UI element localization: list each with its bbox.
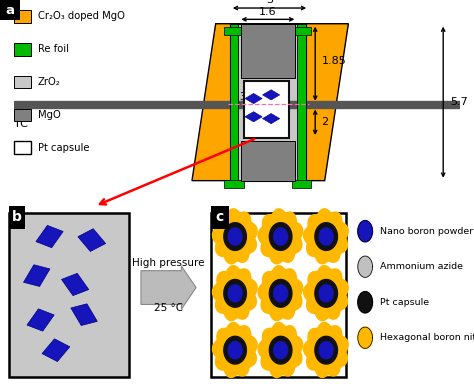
- Bar: [224, 27, 244, 35]
- Text: 1.85: 1.85: [321, 56, 346, 66]
- Bar: [230, 24, 306, 181]
- Text: Nano boron powder: Nano boron powder: [380, 227, 473, 236]
- Bar: [241, 141, 295, 181]
- Polygon shape: [245, 93, 262, 104]
- Text: Hexagonal boron nitride: Hexagonal boron nitride: [380, 333, 474, 342]
- Text: a: a: [6, 4, 14, 17]
- FancyArrow shape: [141, 266, 196, 309]
- Polygon shape: [303, 209, 348, 264]
- Text: Re foil: Re foil: [38, 44, 69, 54]
- Polygon shape: [319, 342, 333, 359]
- Polygon shape: [224, 336, 246, 364]
- Text: 3: 3: [266, 0, 273, 5]
- Text: 5.7: 5.7: [450, 97, 468, 107]
- Polygon shape: [224, 223, 246, 251]
- Polygon shape: [263, 90, 280, 100]
- Polygon shape: [263, 113, 280, 124]
- Text: Ammonium azide: Ammonium azide: [380, 262, 463, 271]
- Text: c: c: [216, 210, 224, 224]
- Polygon shape: [224, 279, 246, 307]
- Polygon shape: [273, 228, 288, 245]
- Polygon shape: [36, 225, 63, 248]
- Polygon shape: [273, 285, 288, 302]
- Bar: [14, 141, 31, 154]
- Bar: [292, 180, 311, 188]
- Polygon shape: [192, 24, 348, 181]
- Polygon shape: [315, 223, 337, 251]
- Bar: [210, 207, 229, 229]
- Polygon shape: [258, 266, 302, 321]
- Polygon shape: [303, 266, 348, 321]
- Text: 2: 2: [321, 117, 328, 127]
- Polygon shape: [71, 304, 97, 325]
- Text: 0.35: 0.35: [230, 92, 253, 102]
- Polygon shape: [315, 279, 337, 307]
- Bar: [14, 76, 31, 88]
- Polygon shape: [303, 322, 348, 378]
- Text: Pt capsule: Pt capsule: [38, 143, 90, 153]
- Bar: [224, 180, 244, 188]
- Polygon shape: [228, 285, 242, 302]
- Polygon shape: [358, 327, 373, 349]
- Polygon shape: [269, 223, 292, 251]
- Polygon shape: [269, 336, 292, 364]
- Polygon shape: [78, 229, 106, 251]
- Polygon shape: [273, 342, 288, 359]
- Bar: [244, 81, 289, 138]
- Bar: [14, 108, 31, 121]
- Bar: [9, 207, 25, 229]
- Polygon shape: [24, 265, 50, 286]
- Polygon shape: [212, 266, 257, 321]
- Text: Pt capsule: Pt capsule: [380, 298, 429, 307]
- Polygon shape: [27, 309, 54, 331]
- Text: b: b: [12, 210, 22, 224]
- Polygon shape: [245, 112, 262, 122]
- Polygon shape: [212, 209, 257, 264]
- Polygon shape: [319, 228, 333, 245]
- Bar: [14, 43, 31, 56]
- Bar: [14, 10, 31, 23]
- Bar: [230, 24, 238, 181]
- Polygon shape: [269, 279, 292, 307]
- Text: High pressure: High pressure: [132, 258, 204, 268]
- Text: 1.6: 1.6: [259, 7, 277, 17]
- Text: 25 °C: 25 °C: [154, 303, 182, 313]
- Text: TC: TC: [14, 119, 28, 129]
- Bar: [292, 27, 311, 35]
- Polygon shape: [228, 342, 242, 359]
- Bar: [297, 24, 306, 181]
- Polygon shape: [62, 273, 89, 296]
- Polygon shape: [319, 285, 333, 302]
- Polygon shape: [258, 209, 302, 264]
- Polygon shape: [228, 228, 242, 245]
- Text: MgO: MgO: [38, 110, 61, 120]
- Polygon shape: [258, 322, 302, 378]
- Bar: [241, 24, 295, 78]
- Polygon shape: [212, 322, 257, 378]
- Polygon shape: [358, 256, 373, 278]
- Polygon shape: [42, 339, 70, 362]
- Bar: [0, 0, 20, 20]
- Polygon shape: [358, 291, 373, 313]
- Text: Cr₂O₃ doped MgO: Cr₂O₃ doped MgO: [38, 12, 125, 21]
- Polygon shape: [358, 220, 373, 242]
- Text: ZrO₂: ZrO₂: [38, 77, 61, 87]
- Polygon shape: [315, 336, 337, 364]
